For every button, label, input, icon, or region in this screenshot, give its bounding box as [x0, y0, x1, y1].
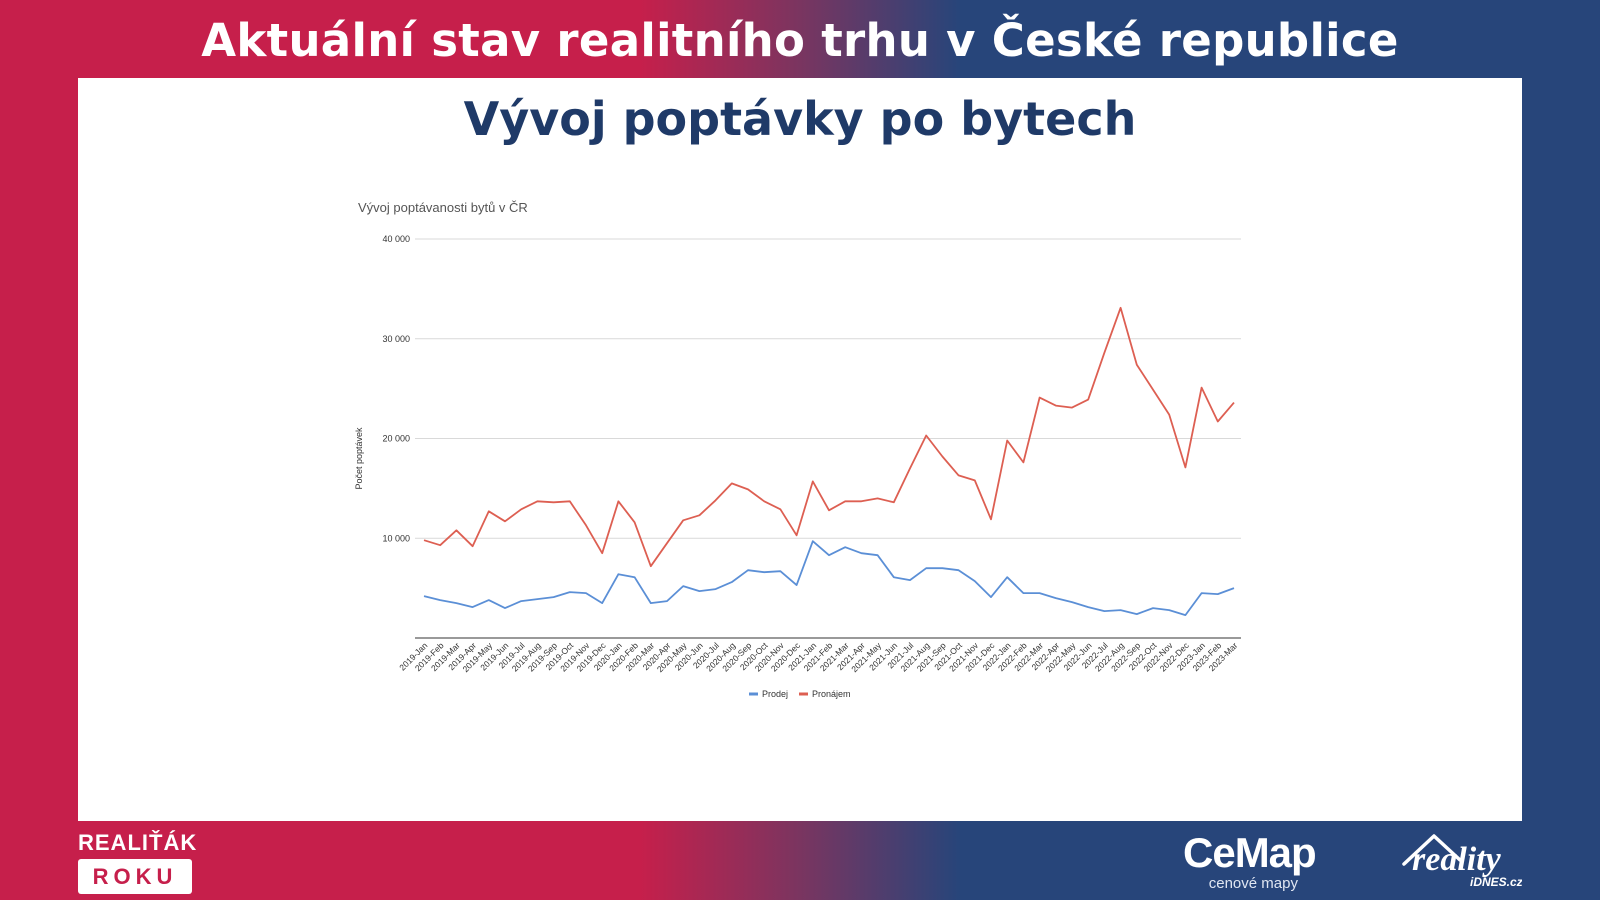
y-tick-label: 40 000 — [382, 234, 410, 244]
cemap-logo-subtext: cenové mapy — [1208, 875, 1298, 892]
y-axis-label: Počet poptávek — [354, 427, 364, 490]
legend-label: Prodej — [762, 689, 788, 699]
logo-line1: REALIŤÁK — [78, 830, 198, 855]
series-line-prodej — [423, 540, 1235, 616]
series-line-pronajem — [423, 306, 1235, 568]
realitak-roku-logo: REALIŤÁK ROKU — [78, 830, 198, 894]
cemap-logo-text: CeMap — [1183, 829, 1317, 876]
line-chart: Vývoj poptávanosti bytů v ČR Počet poptáv… — [354, 200, 1241, 699]
reality-logo-text: reality — [1412, 841, 1502, 878]
legend-label: Pronájem — [812, 689, 851, 699]
chart-title: Vývoj poptávanosti bytů v ČR — [358, 200, 528, 215]
house-roof-icon — [1402, 834, 1462, 866]
y-tick-label: 20 000 — [382, 434, 410, 444]
panel-title: Vývoj poptávky po bytech — [463, 92, 1137, 146]
logo-line2: ROKU — [78, 859, 192, 894]
reality-idnes-logo: reality iDNES.cz — [1402, 834, 1522, 889]
cemap-logo: CeMap cenové mapy — [1183, 829, 1317, 892]
content-panel: Vývoj poptávky po bytech Vývoj poptávano… — [78, 78, 1522, 821]
y-tick-label: 10 000 — [382, 533, 410, 543]
reality-logo-subtext: iDNES.cz — [1470, 875, 1522, 889]
y-tick-label: 30 000 — [382, 334, 410, 344]
header-title: Aktuální stav realitního trhu v České re… — [201, 14, 1399, 67]
